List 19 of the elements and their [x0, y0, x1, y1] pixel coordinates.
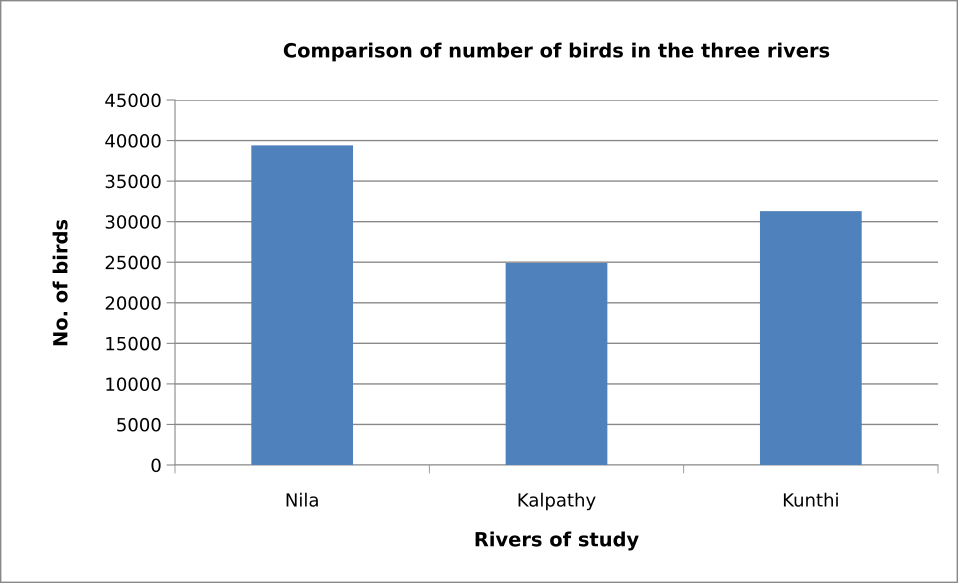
y-tick-label: 45000 [105, 93, 161, 108]
bar [251, 145, 354, 465]
x-tick-label: Nila [286, 492, 318, 507]
x-axis-title: Rivers of study [476, 532, 639, 550]
y-tick-label: 30000 [106, 215, 161, 229]
y-tick-label: 5000 [117, 418, 161, 432]
bar [760, 211, 862, 465]
y-tick-label: 10000 [106, 377, 161, 392]
y-tick-label: 20000 [106, 296, 161, 310]
x-tick-label: Kunthi [784, 492, 838, 507]
y-tick-label: 35000 [106, 174, 161, 188]
y-tick-label: 40000 [105, 134, 161, 148]
y-tick-label: 25000 [106, 256, 161, 270]
bar [506, 263, 608, 465]
y-tick-label: 0 [152, 458, 161, 472]
y-tick-label: 15000 [106, 336, 161, 350]
x-tick-label: Kalpathy [518, 492, 596, 510]
y-axis-title: No. of birds [52, 220, 68, 346]
chart-title: Comparison of number of birds in the three rivers [284, 42, 830, 62]
